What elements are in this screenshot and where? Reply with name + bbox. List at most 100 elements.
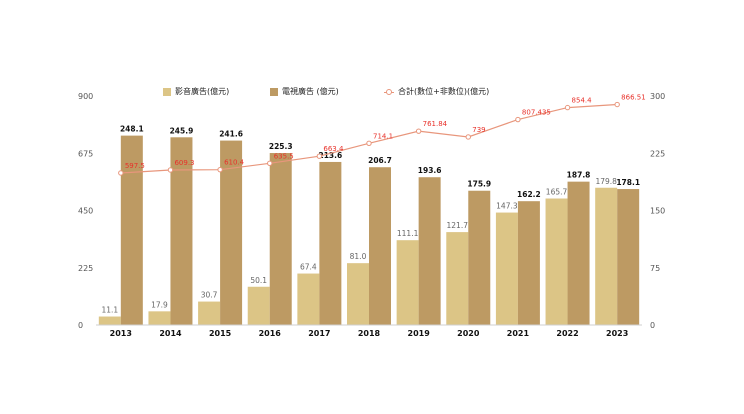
tv-bar-label: 193.6 [418, 166, 442, 175]
video-bar-label: 17.9 [151, 300, 168, 309]
left-tick-label: 0 [78, 321, 83, 330]
right-tick-label: 75 [650, 264, 660, 273]
total-point [366, 140, 372, 147]
video-bar [495, 212, 518, 325]
x-tick-label: 2022 [556, 329, 578, 338]
tv-bar [319, 161, 342, 325]
video-bar-label: 81.0 [350, 252, 367, 261]
legend-label-tv: 電視廣告 (億元) [282, 87, 339, 96]
total-point [564, 104, 571, 111]
total-point-label: 597.5 [125, 162, 145, 170]
x-tick-label: 2015 [209, 329, 232, 338]
right-tick-label: 150 [650, 207, 665, 216]
x-axis: 2013 2014 2015 2016 2017 2018 2019 2020 2021 2022… [96, 324, 642, 338]
total-point [465, 134, 471, 140]
video-bar [545, 198, 568, 325]
video-bar-label: 111.1 [397, 229, 419, 238]
bars [98, 135, 640, 325]
tv-bar-label: 178.1 [616, 178, 640, 187]
tv-bar [567, 181, 590, 325]
total-point-label: 663.4 [323, 145, 344, 153]
total-point-label: 610.4 [224, 159, 245, 167]
total-point [415, 128, 422, 134]
tv-bar [418, 177, 441, 325]
total-point-label: 609.3 [174, 159, 194, 167]
right-tick-label: 225 [650, 149, 665, 158]
video-bar-label: 67.4 [300, 263, 317, 272]
total-point [614, 101, 620, 108]
right-tick-label: 0 [650, 321, 655, 330]
legend-swatch-video [163, 87, 171, 96]
tv-bar-label: 213.6 [318, 151, 342, 160]
tv-bar-label: 225.3 [269, 142, 293, 151]
video-bar [148, 311, 171, 325]
right-tick-label: 300 [650, 92, 665, 101]
total-point [167, 167, 174, 173]
tv-bar-label: 206.7 [368, 156, 392, 165]
total-point-label: 854.4 [572, 97, 593, 105]
video-bar-label: 50.1 [250, 276, 267, 285]
tv-bar-label: 187.8 [567, 171, 591, 180]
x-tick-label: 2023 [606, 329, 628, 338]
tv-bar [120, 135, 143, 325]
video-bar-label: 165.7 [546, 188, 568, 197]
video-bar [396, 240, 419, 325]
tv-bar [517, 201, 540, 325]
total-point-label: 739 [472, 126, 485, 134]
x-tick-label: 2020 [457, 329, 480, 338]
legend-label-total: 合計(數位+非數位)(億元) [398, 87, 490, 96]
video-bar [247, 286, 270, 325]
total-point [515, 116, 521, 123]
x-tick-label: 2014 [159, 329, 182, 338]
left-axis: 0 225 450 675 900 [78, 92, 93, 330]
bar-labels: 11.1 17.9 30.7 50.1 67.4 81.0 111.1 121.7 147.3 1… [101, 125, 640, 315]
video-bar-label: 121.7 [447, 221, 469, 230]
total-point-label: 714.1 [373, 132, 393, 140]
total-point [267, 160, 273, 167]
total-point [316, 153, 323, 159]
total-point [118, 170, 124, 176]
total-line: 597.5 609.3 610.4 635.5 663.4 714.1 761.84 739 8… [118, 94, 646, 176]
video-bar-label: 30.7 [201, 291, 218, 300]
total-point [217, 166, 223, 173]
video-bar [98, 316, 121, 325]
total-point-label: 807.435 [522, 109, 551, 117]
tv-bar-label: 241.6 [219, 130, 243, 139]
video-bar-label: 11.1 [101, 306, 118, 315]
legend-item-video: 影音廣告(億元) [163, 86, 229, 97]
total-point-label: 761.84 [423, 120, 448, 128]
left-tick-label: 225 [78, 264, 93, 273]
legend-item-tv: 電視廣告 (億元) [270, 86, 339, 97]
x-tick-label: 2017 [308, 329, 330, 338]
legend-item-total: 合計(數位+非數位)(億元) [384, 86, 489, 97]
x-tick-label: 2019 [408, 329, 431, 338]
video-bar [595, 187, 618, 325]
tv-bar [369, 167, 391, 325]
legend-swatch-tv [270, 87, 278, 96]
legend: 影音廣告(億元) 電視廣告 (億元) 合計(數位+非數位)(億元) [0, 86, 744, 100]
right-axis: 0 75 150 225 300 [650, 92, 665, 330]
tv-bar-label: 245.9 [170, 126, 194, 135]
tv-bar [468, 190, 491, 325]
tv-bar [170, 137, 193, 325]
x-tick-label: 2021 [507, 329, 530, 338]
tv-bar-label: 248.1 [120, 125, 144, 134]
left-tick-label: 900 [78, 92, 93, 101]
video-bar [446, 232, 469, 325]
video-bar [198, 301, 221, 325]
tv-bar [269, 153, 292, 325]
legend-swatch-total [384, 88, 394, 96]
video-bar [297, 273, 320, 325]
x-tick-label: 2016 [259, 329, 282, 338]
x-tick-label: 2018 [358, 329, 381, 338]
total-point-label: 866.51 [621, 94, 646, 102]
left-tick-label: 675 [78, 149, 93, 158]
tv-bar [220, 140, 243, 325]
tv-bar-label: 162.2 [517, 190, 541, 199]
video-bar-label: 179.8 [595, 177, 617, 186]
video-bar-label: 147.3 [496, 202, 518, 211]
tv-bar-label: 175.9 [467, 180, 491, 189]
x-tick-label: 2013 [110, 329, 132, 338]
video-bar [347, 263, 369, 325]
